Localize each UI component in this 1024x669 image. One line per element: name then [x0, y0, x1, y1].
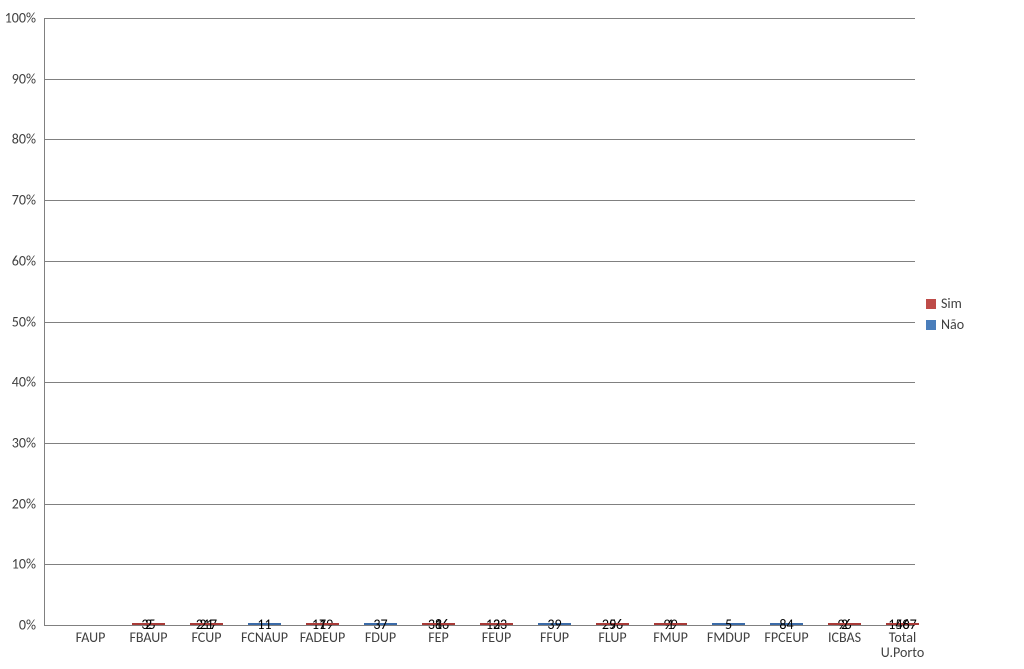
bar-seg-nao: 37 [364, 623, 397, 625]
bar-seg-sim: 2 [828, 623, 861, 625]
bar-seg-sim: 2 [132, 623, 165, 625]
bar-seg-sim: 1 [654, 623, 687, 625]
bar-seg-nao: 11 [248, 623, 281, 625]
ytick-30: 30% [0, 434, 36, 451]
xlabel-fbaup: FBAUP [129, 630, 167, 645]
bar-seg-nao: 5 [712, 623, 745, 625]
xlabel-feup: FEUP [482, 630, 511, 645]
xlabel-fadeup: FADEUP [300, 630, 345, 645]
xlabel-fcup: FCUP [192, 630, 222, 645]
bar-seg-sim: 9 [596, 623, 629, 625]
legend-label-sim: Sim [941, 295, 962, 312]
ytick-50: 50% [0, 313, 36, 330]
ytick-70: 70% [0, 192, 36, 209]
xlabel-icbas: ICBAS [828, 630, 861, 645]
xlabel-fdup: FDUP [365, 630, 396, 645]
bar-seg-sim: 1 [306, 623, 339, 625]
legend-item-nao: Não [926, 316, 964, 333]
legend-label-nao: Não [941, 316, 964, 333]
plot-area: 3522172111179137316813323925699915849621… [44, 18, 915, 626]
ytick-0: 0% [0, 617, 36, 634]
legend-item-sim: Sim [926, 295, 964, 312]
xlabel-faup: FAUP [76, 630, 106, 645]
xlabel-fcnaup: FCNAUP [241, 630, 288, 645]
xlabel-flup: FLUP [598, 630, 626, 645]
ytick-60: 60% [0, 252, 36, 269]
xlabel-fpceup: FPCEUP [764, 630, 808, 645]
ytick-10: 10% [0, 556, 36, 573]
bar-seg-sim: 21 [190, 623, 223, 625]
ytick-100: 100% [0, 10, 36, 27]
xlabel-fmup: FMUP [653, 630, 688, 645]
legend-swatch-sim [926, 299, 936, 309]
ytick-80: 80% [0, 131, 36, 148]
bar-seg-nao: 39 [538, 623, 571, 625]
xlabel-total-u.porto: TotalU.Porto [881, 630, 924, 661]
xlabel-fmdup: FMDUP [707, 630, 750, 645]
ytick-40: 40% [0, 374, 36, 391]
xlabel-fep: FEP [428, 630, 449, 645]
legend-swatch-nao [926, 320, 936, 330]
legend: Sim Não [926, 295, 964, 337]
bar-seg-sim: 2 [480, 623, 513, 625]
ytick-90: 90% [0, 70, 36, 87]
xlabel-ffup: FFUP [540, 630, 569, 645]
stacked-bar-chart: 0% 10% 20% 30% 40% 50% 60% 70% 80% 90% 1… [0, 0, 1024, 669]
ytick-20: 20% [0, 495, 36, 512]
bar-seg-sim: 8 [422, 623, 455, 625]
bar-seg-sim: 46 [886, 623, 919, 625]
bars-container: 3522172111179137316813323925699915849621… [45, 18, 915, 625]
bar-seg-nao: 84 [770, 623, 803, 625]
